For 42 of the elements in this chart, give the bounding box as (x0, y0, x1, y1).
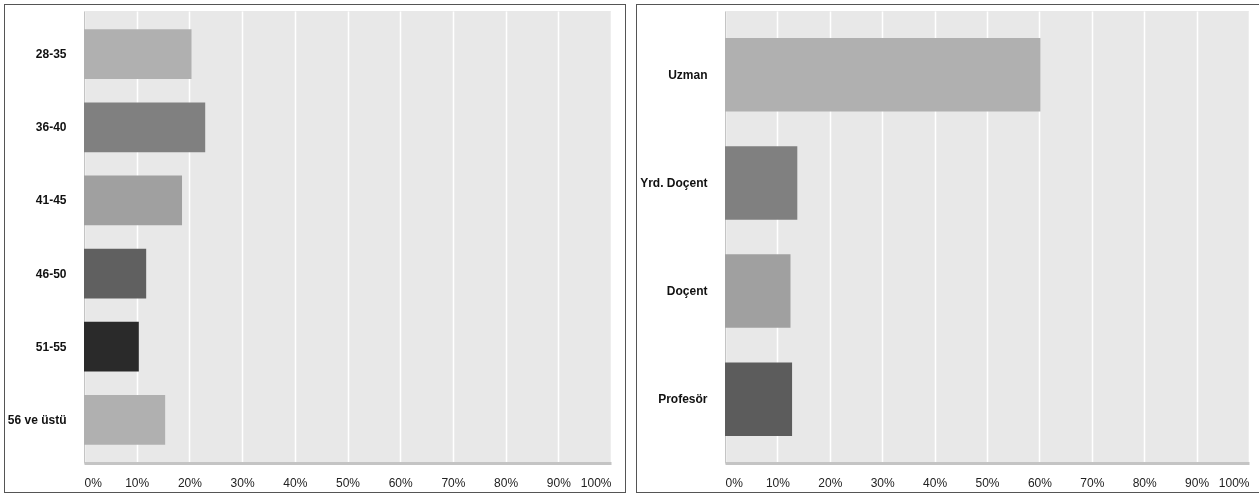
y-tick-label: Yrd. Doçent (640, 175, 708, 190)
x-tick-label: 30% (870, 475, 896, 490)
x-tick-label: 50% (975, 475, 1000, 490)
bar (725, 146, 798, 220)
bar (84, 29, 192, 80)
x-tick-label: 80% (494, 475, 519, 490)
x-tick-label: 100% (1218, 475, 1250, 490)
x-tick-label: 20% (818, 475, 843, 490)
x-tick-label: 80% (1132, 475, 1158, 490)
bar (725, 38, 1041, 112)
x-tick-label: 40% (923, 475, 948, 490)
y-tick-label: 51-55 (35, 339, 67, 354)
x-tick-label: 90% (1185, 475, 1210, 490)
x-tick-label: 20% (177, 475, 203, 490)
bar (725, 362, 793, 436)
x-tick-label: 60% (1027, 475, 1053, 490)
x-tick-label: 90% (546, 475, 572, 490)
bar (725, 254, 791, 328)
bar (84, 321, 139, 372)
y-tick-label: 56 ve üstü (7, 412, 67, 427)
x-tick-label: 0% (725, 475, 744, 490)
bar (84, 248, 147, 299)
x-tick-label: 0% (84, 475, 103, 490)
y-tick-label: Profesör (658, 392, 708, 407)
y-tick-label: Uzman (668, 67, 708, 82)
y-tick-label: 28-35 (35, 47, 67, 62)
x-tick-label: 50% (335, 475, 361, 490)
y-tick-label: 41-45 (35, 193, 67, 208)
x-tick-label: 10% (125, 475, 150, 490)
bar (84, 175, 183, 226)
y-tick-label: 46-50 (35, 266, 67, 281)
x-tick-label: 100% (580, 475, 612, 490)
y-tick-label: Doçent (666, 284, 708, 299)
x-tick-label: 60% (388, 475, 414, 490)
bar (84, 394, 166, 445)
x-tick-label: 40% (283, 475, 308, 490)
x-tick-label: 30% (230, 475, 255, 490)
y-tick-label: 36-40 (35, 120, 67, 135)
x-tick-label: 70% (441, 475, 466, 490)
x-tick-label: 70% (1080, 475, 1105, 490)
bar (84, 102, 206, 153)
x-tick-label: 10% (765, 475, 791, 490)
